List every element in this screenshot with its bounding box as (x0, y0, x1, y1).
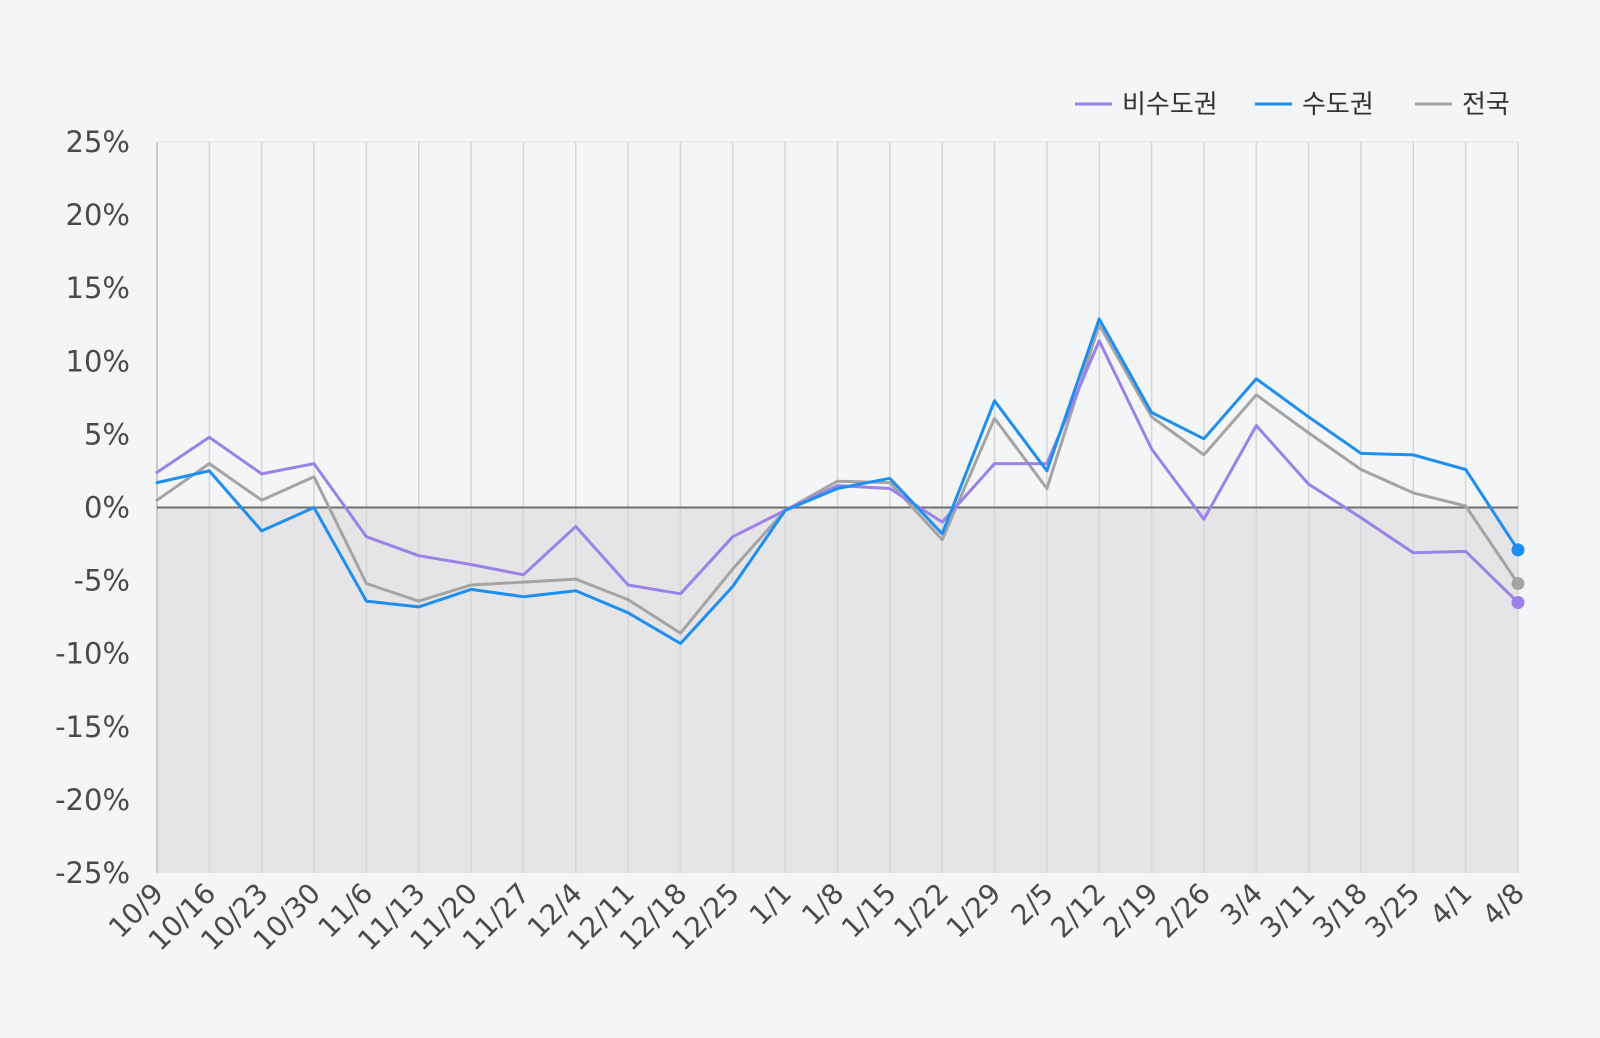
x-tick-label: 3/11 (1254, 877, 1322, 945)
series-end-point (1511, 577, 1525, 591)
series-line (155, 317, 1520, 645)
x-tick-label: 2/26 (1149, 877, 1217, 945)
x-tick-label: 3/18 (1306, 877, 1374, 945)
series-line (155, 323, 1520, 635)
y-tick-label: 0% (84, 491, 130, 525)
x-axis-ticks: 10/910/1610/2310/3011/611/1311/2011/2712… (102, 877, 1531, 957)
x-tick-label: 1/1 (743, 877, 798, 932)
legend-label: 수도권 (1302, 90, 1374, 120)
y-tick-label: -20% (55, 783, 130, 817)
x-tick-label: 1/22 (887, 877, 955, 945)
x-tick-label: 1/29 (940, 877, 1008, 945)
legend-item[interactable]: 수도권 (1255, 90, 1374, 120)
legend-label: 비수도권 (1122, 90, 1218, 120)
y-tick-label: 15% (66, 271, 130, 305)
y-axis-ticks: 25% 20% 15% 10% 5% 0% -5% -10% -15% -20% -25% (55, 125, 130, 890)
y-tick-label: 10% (66, 344, 130, 378)
x-tick-label: 4/8 (1476, 877, 1531, 932)
x-tick-label: 4/1 (1423, 877, 1478, 932)
series-lines (155, 317, 1525, 645)
y-tick-label: -5% (74, 564, 130, 598)
x-tick-label: 1/15 (835, 877, 903, 945)
series-line (155, 339, 1520, 604)
x-tick-label: 2/12 (1044, 877, 1112, 945)
y-tick-label: -25% (55, 856, 130, 890)
x-tick-label: 3/25 (1358, 877, 1426, 945)
series-end-point (1511, 543, 1525, 557)
legend-label: 전국 (1462, 90, 1510, 120)
legend: 비수도권 수도권 전국 (1075, 90, 1510, 120)
y-tick-label: -15% (55, 710, 130, 744)
y-tick-label: 25% (66, 125, 130, 159)
y-tick-label: -10% (55, 637, 130, 671)
legend-item[interactable]: 비수도권 (1075, 90, 1218, 120)
y-tick-label: 5% (84, 417, 130, 451)
series-end-point (1511, 596, 1525, 610)
y-tick-label: 20% (66, 198, 130, 232)
x-tick-label: 2/19 (1097, 877, 1165, 945)
legend-item[interactable]: 전국 (1415, 90, 1510, 120)
